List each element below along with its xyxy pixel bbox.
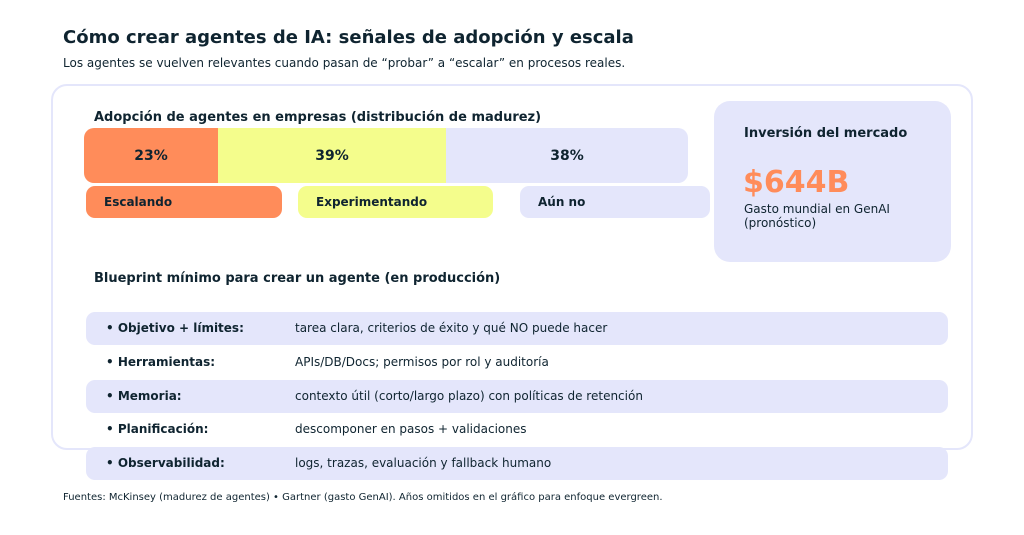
segment-escalando: 23% <box>84 128 218 183</box>
blueprint-heading: Blueprint mínimo para crear un agente (e… <box>94 271 501 286</box>
segment-aun-no: 38% <box>446 128 688 183</box>
row-key: • Herramientas: <box>106 355 216 369</box>
investment-heading: Inversión del mercado <box>744 126 908 141</box>
legend-aun-no: Aún no <box>520 186 710 218</box>
investment-caption-line2: (pronóstico) <box>744 216 817 230</box>
row-value: tarea clara, criterios de éxito y qué NO… <box>295 321 608 335</box>
blueprint-row: • Planificación: descomponer en pasos + v… <box>86 413 948 446</box>
page-title: Cómo crear agentes de IA: señales de ado… <box>63 27 634 48</box>
investment-caption: Gasto mundial en GenAI (pronóstico) <box>744 202 890 230</box>
legend-experimentando: Experimentando <box>298 186 493 218</box>
row-value: contexto útil (corto/largo plazo) con po… <box>295 389 643 403</box>
row-key: • Planificación: <box>106 422 209 436</box>
row-value: APIs/DB/Docs; permisos por rol y auditor… <box>295 355 549 369</box>
blueprint-row: • Herramientas: APIs/DB/Docs; permisos po… <box>86 346 948 379</box>
row-key: • Memoria: <box>106 389 182 403</box>
row-value: logs, trazas, evaluación y fallback huma… <box>295 456 552 470</box>
row-value: descomponer en pasos + validaciones <box>295 422 527 436</box>
investment-caption-line1: Gasto mundial en GenAI <box>744 202 890 216</box>
row-key: • Observabilidad: <box>106 456 225 470</box>
sources-footer: Fuentes: McKinsey (madurez de agentes) •… <box>63 492 663 503</box>
investment-box: Inversión del mercado $644B Gasto mundia… <box>714 101 951 262</box>
blueprint-row: • Objetivo + límites: tarea clara, criter… <box>86 312 948 345</box>
row-key: • Objetivo + límites: <box>106 321 244 335</box>
blueprint-row: • Memoria: contexto útil (corto/largo pla… <box>86 380 948 413</box>
legend-escalando: Escalando <box>86 186 282 218</box>
segment-experimentando: 39% <box>218 128 446 183</box>
page-subtitle: Los agentes se vuelven relevantes cuando… <box>63 56 626 70</box>
adoption-heading: Adopción de agentes en empresas (distrib… <box>94 110 542 125</box>
investment-value: $644B <box>743 165 850 200</box>
blueprint-row: • Observabilidad: logs, trazas, evaluació… <box>86 447 948 480</box>
